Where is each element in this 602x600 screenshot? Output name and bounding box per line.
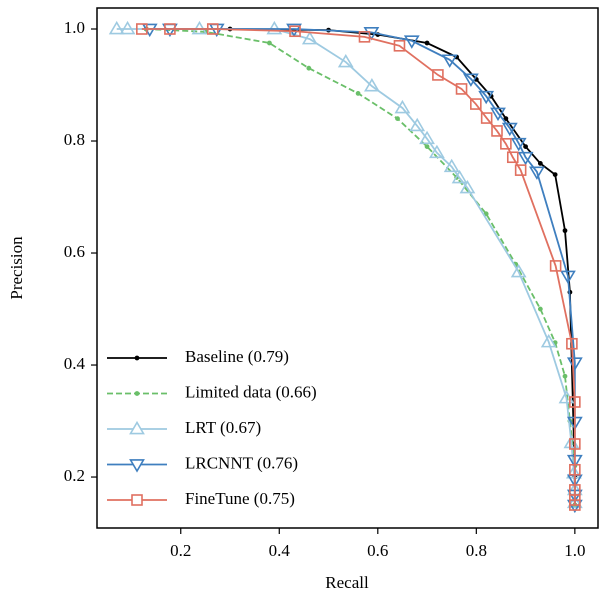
x-tick-label: 1.0 xyxy=(564,541,585,560)
marker xyxy=(562,228,568,234)
marker xyxy=(529,166,545,180)
marker xyxy=(393,40,406,52)
marker xyxy=(523,144,528,150)
marker xyxy=(206,23,219,35)
marker xyxy=(429,144,445,159)
series xyxy=(136,23,581,511)
legend-marker xyxy=(131,494,143,506)
legend-label: FineTune (0.75) xyxy=(185,489,295,508)
legend-label: LRT (0.67) xyxy=(185,418,261,437)
marker xyxy=(108,20,125,35)
x-axis-label: Recall xyxy=(325,573,369,592)
marker xyxy=(517,151,534,166)
marker xyxy=(432,69,444,81)
series-line xyxy=(116,28,576,503)
marker xyxy=(424,40,430,46)
marker xyxy=(267,40,272,46)
marker xyxy=(451,169,468,184)
x-tick-label: 0.8 xyxy=(466,541,487,560)
marker xyxy=(358,31,371,43)
y-tick-label: 0.2 xyxy=(64,466,85,485)
marker xyxy=(363,27,380,41)
series-line xyxy=(141,28,576,506)
y-tick-label: 0.4 xyxy=(64,354,86,373)
marker xyxy=(419,130,435,145)
marker xyxy=(569,499,581,511)
y-tick-label: 0.8 xyxy=(64,130,85,149)
marker xyxy=(424,144,430,150)
legend-marker xyxy=(134,355,140,361)
legend-label: Limited data (0.66) xyxy=(185,382,317,401)
marker xyxy=(490,107,506,122)
marker xyxy=(540,333,557,348)
marker xyxy=(514,164,527,176)
y-tick-label: 0.6 xyxy=(64,242,85,261)
marker xyxy=(164,23,176,35)
marker xyxy=(510,137,527,152)
y-axis-label: Precision xyxy=(7,236,26,300)
legend-marker xyxy=(129,459,145,473)
marker xyxy=(289,25,301,38)
marker xyxy=(566,357,583,371)
marker xyxy=(537,161,543,166)
marker xyxy=(337,53,354,68)
marker xyxy=(552,172,558,178)
legend: Baseline (0.79) Limited data (0.66) LRT (0… xyxy=(107,347,317,508)
marker xyxy=(441,54,458,68)
marker xyxy=(403,35,420,49)
x-tick-label: 0.4 xyxy=(269,541,291,560)
marker xyxy=(459,179,476,194)
marker xyxy=(506,151,519,164)
marker xyxy=(501,122,518,137)
series xyxy=(108,20,583,509)
marker xyxy=(191,20,208,35)
marker xyxy=(483,211,489,217)
x-tick-label: 0.6 xyxy=(367,541,388,560)
marker xyxy=(569,438,581,450)
marker xyxy=(537,306,543,312)
marker xyxy=(455,83,468,95)
marker xyxy=(306,65,312,71)
marker xyxy=(394,99,411,114)
marker xyxy=(443,158,460,173)
marker xyxy=(560,270,576,285)
marker xyxy=(569,396,581,408)
marker xyxy=(478,90,495,105)
marker xyxy=(569,463,581,476)
legend-label: LRCNNT (0.76) xyxy=(185,453,298,472)
legend-marker xyxy=(134,391,140,396)
plot-frame xyxy=(96,7,599,529)
marker xyxy=(562,373,568,379)
marker xyxy=(470,98,482,110)
marker xyxy=(363,78,380,92)
marker xyxy=(301,31,318,45)
marker xyxy=(549,260,562,272)
marker xyxy=(503,116,509,122)
y-tick-label: 1.0 xyxy=(64,18,85,37)
marker xyxy=(566,337,578,350)
marker xyxy=(500,138,512,150)
marker xyxy=(491,125,503,137)
marker xyxy=(566,494,583,509)
legend-marker xyxy=(129,420,145,435)
marker xyxy=(480,112,493,124)
marker xyxy=(409,117,426,132)
marker xyxy=(119,20,136,35)
marker xyxy=(266,20,283,35)
marker xyxy=(463,73,479,87)
marker xyxy=(510,263,527,278)
x-tick-label: 0.2 xyxy=(170,541,191,560)
marker xyxy=(355,91,361,96)
legend-label: Baseline (0.79) xyxy=(185,347,289,366)
marker xyxy=(395,116,400,122)
marker xyxy=(136,23,148,35)
